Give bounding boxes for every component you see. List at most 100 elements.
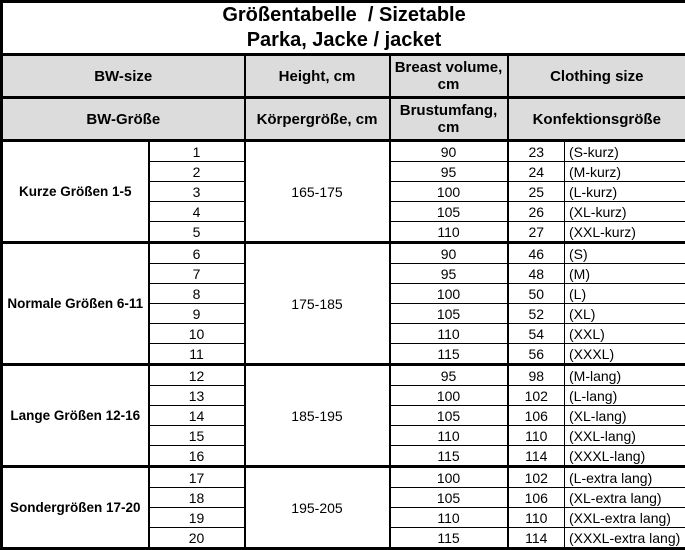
breast-volume-cell: 90 (390, 243, 508, 264)
bw-size-cell: 11 (149, 344, 245, 365)
bw-size-cell: 14 (149, 406, 245, 426)
header-konfektionsgroesse: Konfektionsgröße (508, 98, 685, 141)
breast-volume-cell: 105 (390, 304, 508, 324)
header-bw-size: BW-size (2, 55, 245, 98)
clothing-size-cell: 114 (508, 446, 565, 467)
bw-size-cell: 4 (149, 202, 245, 222)
clothing-size-cell: 98 (508, 365, 565, 386)
clothing-size-cell: 106 (508, 406, 565, 426)
clothing-label-cell: (S-kurz) (565, 141, 685, 162)
header-height: Height, cm (245, 55, 390, 98)
clothing-label-cell: (M-lang) (565, 365, 685, 386)
clothing-size-cell: 102 (508, 467, 565, 488)
bw-size-cell: 2 (149, 162, 245, 182)
bw-size-cell: 6 (149, 243, 245, 264)
bw-size-cell: 8 (149, 284, 245, 304)
title-line-1: Größentabelle / Sizetable (3, 3, 685, 28)
bw-size-cell: 7 (149, 264, 245, 284)
header-row-en: BW-size Height, cm Breast volume, cm Clo… (2, 55, 685, 98)
clothing-size-cell: 25 (508, 182, 565, 202)
bw-size-cell: 19 (149, 508, 245, 528)
clothing-size-cell: 48 (508, 264, 565, 284)
clothing-size-cell: 23 (508, 141, 565, 162)
header-row-de: BW-Größe Körpergröße, cm Brustumfang, cm… (2, 98, 685, 141)
group-label-cell: Kurze Größen 1-5 (2, 141, 149, 243)
group-label-cell: Lange Größen 12-16 (2, 365, 149, 467)
clothing-size-cell: 110 (508, 508, 565, 528)
height-range-cell: 195-205 (245, 467, 390, 549)
breast-volume-cell: 95 (390, 264, 508, 284)
breast-volume-cell: 115 (390, 344, 508, 365)
clothing-label-cell: (L-lang) (565, 386, 685, 406)
clothing-label-cell: (L) (565, 284, 685, 304)
clothing-label-cell: (XL-kurz) (565, 202, 685, 222)
breast-volume-cell: 110 (390, 222, 508, 243)
clothing-size-cell: 52 (508, 304, 565, 324)
bw-size-cell: 20 (149, 528, 245, 549)
header-bw-groesse: BW-Größe (2, 98, 245, 141)
group-label-cell: Sondergrößen 17-20 (2, 467, 149, 549)
bw-size-cell: 15 (149, 426, 245, 446)
clothing-label-cell: (XL-lang) (565, 406, 685, 426)
clothing-size-cell: 24 (508, 162, 565, 182)
height-range-cell: 185-195 (245, 365, 390, 467)
clothing-size-cell: 54 (508, 324, 565, 344)
clothing-size-cell: 102 (508, 386, 565, 406)
clothing-label-cell: (M) (565, 264, 685, 284)
group-label-cell: Normale Größen 6-11 (2, 243, 149, 365)
bw-size-cell: 16 (149, 446, 245, 467)
breast-volume-cell: 105 (390, 202, 508, 222)
bw-size-cell: 1 (149, 141, 245, 162)
bw-size-cell: 9 (149, 304, 245, 324)
clothing-size-cell: 46 (508, 243, 565, 264)
bw-size-cell: 13 (149, 386, 245, 406)
breast-volume-cell: 115 (390, 446, 508, 467)
clothing-size-cell: 26 (508, 202, 565, 222)
clothing-label-cell: (XXXL) (565, 344, 685, 365)
clothing-size-cell: 114 (508, 528, 565, 549)
clothing-label-cell: (XL) (565, 304, 685, 324)
bw-size-cell: 3 (149, 182, 245, 202)
breast-volume-cell: 105 (390, 488, 508, 508)
clothing-size-cell: 50 (508, 284, 565, 304)
clothing-label-cell: (S) (565, 243, 685, 264)
height-range-cell: 165-175 (245, 141, 390, 243)
clothing-label-cell: (XL-extra lang) (565, 488, 685, 508)
clothing-label-cell: (L-kurz) (565, 182, 685, 202)
clothing-label-cell: (M-kurz) (565, 162, 685, 182)
breast-volume-cell: 100 (390, 284, 508, 304)
header-koerpergroesse: Körpergröße, cm (245, 98, 390, 141)
header-breast-volume: Breast volume, cm (390, 55, 508, 98)
clothing-label-cell: (XXXL-lang) (565, 446, 685, 467)
breast-volume-cell: 90 (390, 141, 508, 162)
title-line-2: Parka, Jacke / jacket (3, 28, 685, 53)
clothing-size-cell: 56 (508, 344, 565, 365)
clothing-label-cell: (L-extra lang) (565, 467, 685, 488)
clothing-size-cell: 106 (508, 488, 565, 508)
breast-volume-cell: 115 (390, 528, 508, 549)
clothing-label-cell: (XXL-extra lang) (565, 508, 685, 528)
breast-volume-cell: 110 (390, 324, 508, 344)
clothing-size-cell: 110 (508, 426, 565, 446)
breast-volume-cell: 105 (390, 406, 508, 426)
breast-volume-cell: 110 (390, 508, 508, 528)
breast-volume-cell: 100 (390, 467, 508, 488)
clothing-label-cell: (XXL-kurz) (565, 222, 685, 243)
clothing-label-cell: (XXXL-extra lang) (565, 528, 685, 549)
breast-volume-cell: 110 (390, 426, 508, 446)
clothing-label-cell: (XXL) (565, 324, 685, 344)
bw-size-cell: 18 (149, 488, 245, 508)
bw-size-cell: 10 (149, 324, 245, 344)
breast-volume-cell: 100 (390, 386, 508, 406)
height-range-cell: 175-185 (245, 243, 390, 365)
breast-volume-cell: 95 (390, 162, 508, 182)
bw-size-cell: 12 (149, 365, 245, 386)
title-row: Größentabelle / Sizetable Parka, Jacke /… (2, 2, 685, 55)
breast-volume-cell: 100 (390, 182, 508, 202)
table-title: Größentabelle / Sizetable Parka, Jacke /… (2, 2, 685, 55)
breast-volume-cell: 95 (390, 365, 508, 386)
